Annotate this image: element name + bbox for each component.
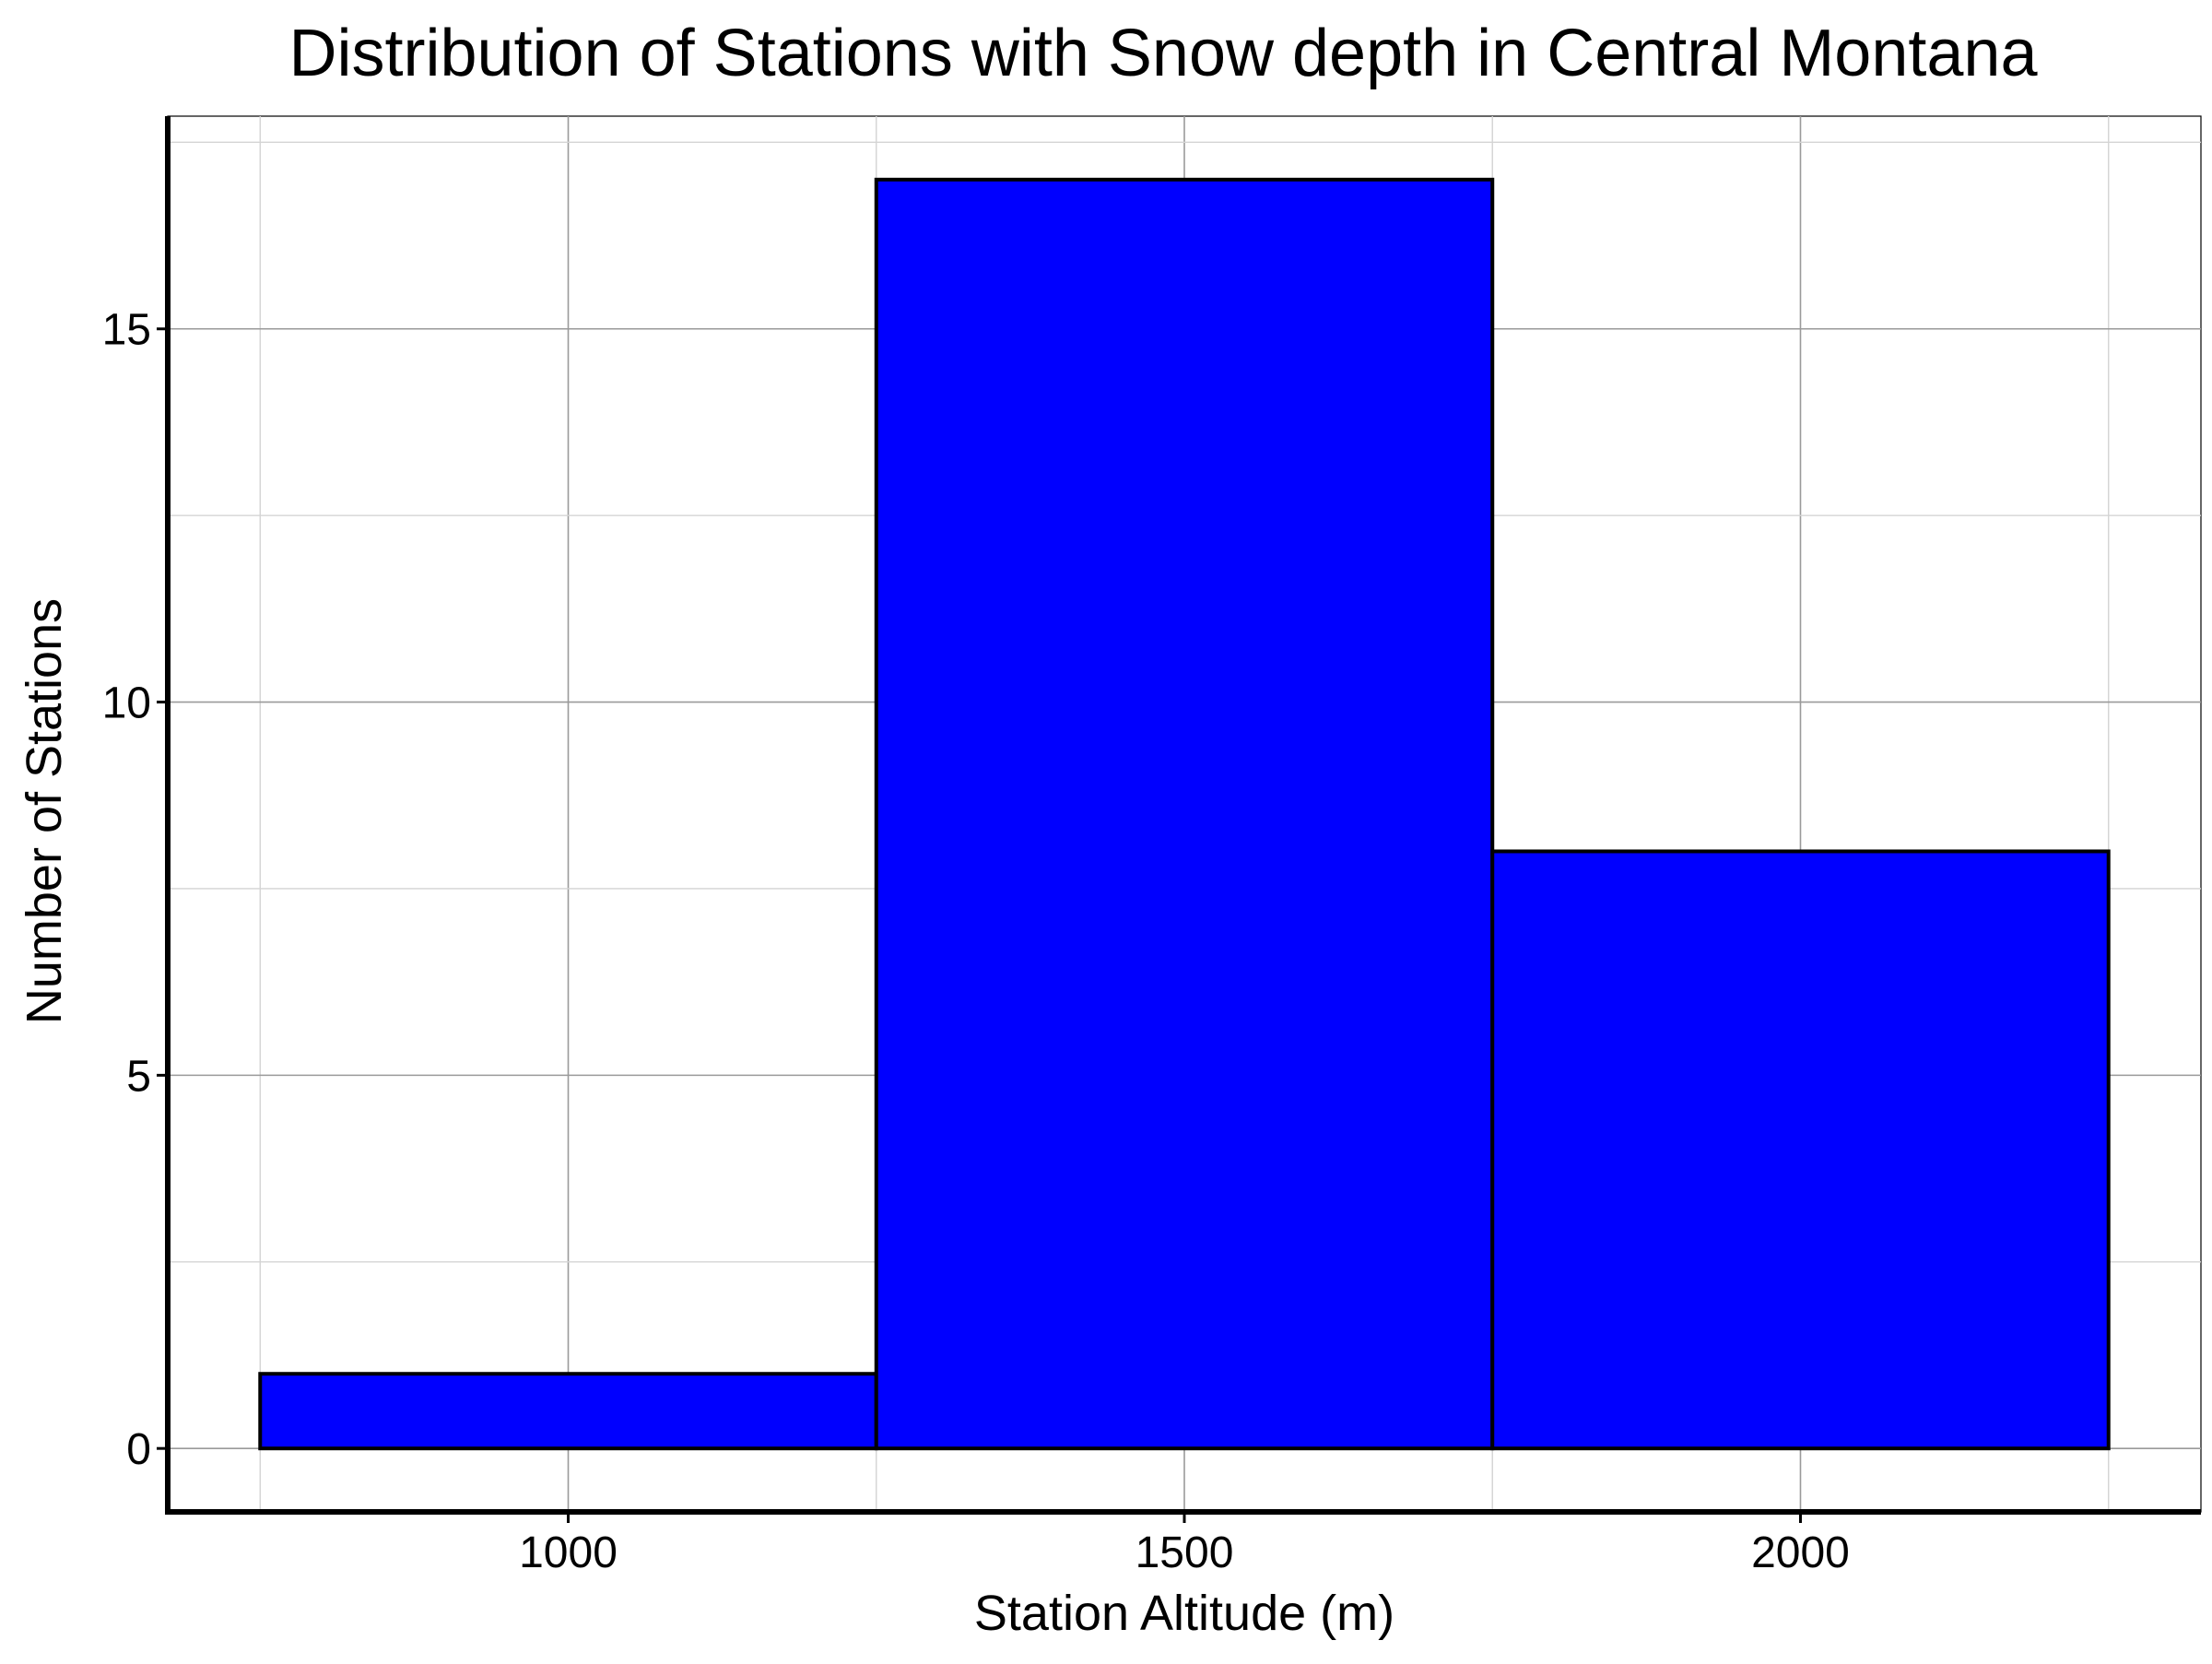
y-tick-label: 5: [126, 1052, 151, 1101]
chart-title: Distribution of Stations with Snow depth…: [288, 17, 2038, 90]
histogram-bar: [258, 1372, 878, 1451]
x-tick-label: 1500: [1135, 1528, 1234, 1577]
x-tick-label: 2000: [1751, 1528, 1850, 1577]
y-tick-label: 15: [102, 306, 151, 355]
y-axis-label: Number of Stations: [17, 598, 72, 1024]
histogram-bar: [874, 177, 1495, 1451]
tick-labels: 1000 1500 2000 0 5 10 15: [102, 306, 1850, 1577]
histogram-bar: [1490, 849, 2111, 1451]
histogram-bars: [258, 177, 2111, 1451]
y-tick-label: 10: [102, 679, 151, 728]
x-tick-label: 1000: [519, 1528, 618, 1577]
y-tick-label: 0: [126, 1425, 151, 1474]
x-axis-label: Station Altitude (m): [974, 1586, 1394, 1641]
